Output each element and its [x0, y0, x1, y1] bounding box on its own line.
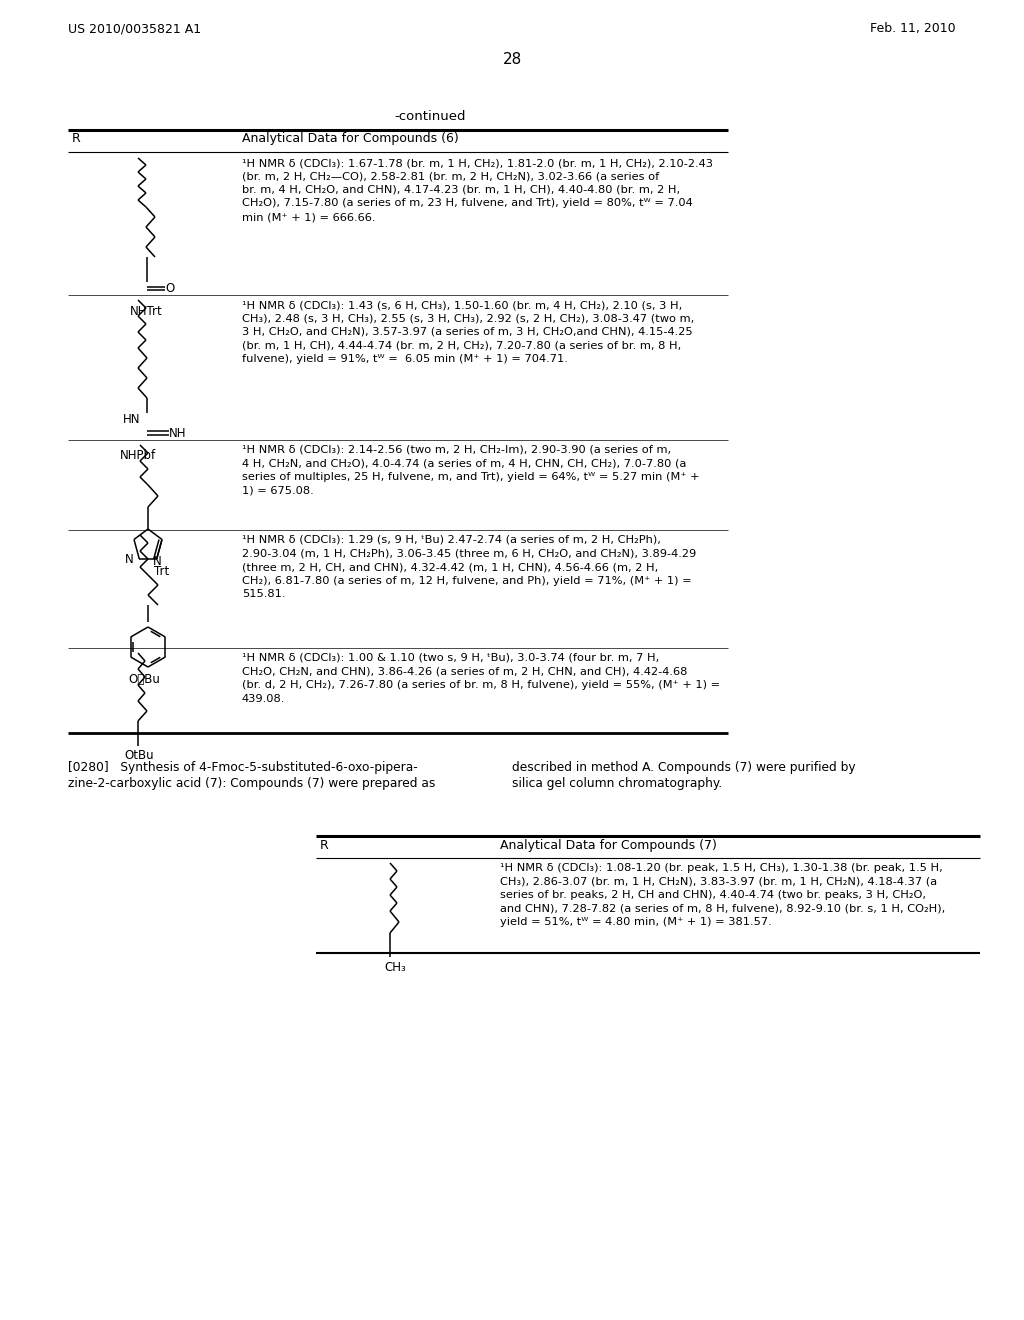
Text: ¹H NMR δ (CDCl₃): 2.14-2.56 (two m, 2 H, CH₂-Im), 2.90-3.90 (a series of m,: ¹H NMR δ (CDCl₃): 2.14-2.56 (two m, 2 H,…	[242, 445, 671, 455]
Text: fulvene), yield = 91%, tᵂ =  6.05 min (M⁺ + 1) = 704.71.: fulvene), yield = 91%, tᵂ = 6.05 min (M⁺…	[242, 354, 568, 364]
Text: min (M⁺ + 1) = 666.66.: min (M⁺ + 1) = 666.66.	[242, 213, 376, 222]
Text: HN: HN	[123, 413, 140, 426]
Text: series of br. peaks, 2 H, CH and CHN), 4.40-4.74 (two br. peaks, 3 H, CH₂O,: series of br. peaks, 2 H, CH and CHN), 4…	[500, 890, 926, 900]
Text: ¹H NMR δ (CDCl₃): 1.00 & 1.10 (two s, 9 H, ᵗBu), 3.0-3.74 (four br. m, 7 H,: ¹H NMR δ (CDCl₃): 1.00 & 1.10 (two s, 9 …	[242, 653, 659, 663]
Text: Trt: Trt	[154, 565, 169, 578]
Text: CH₂O), 7.15-7.80 (a series of m, 23 H, fulvene, and Trt), yield = 80%, tᵂ = 7.04: CH₂O), 7.15-7.80 (a series of m, 23 H, f…	[242, 198, 693, 209]
Text: [0280]   Synthesis of 4-Fmoc-5-substituted-6-oxo-pipera-: [0280] Synthesis of 4-Fmoc-5-substituted…	[68, 762, 418, 774]
Text: CH₃), 2.86-3.07 (br. m, 1 H, CH₂N), 3.83-3.97 (br. m, 1 H, CH₂N), 4.18-4.37 (a: CH₃), 2.86-3.07 (br. m, 1 H, CH₂N), 3.83…	[500, 876, 937, 887]
Text: CH₂), 6.81-7.80 (a series of m, 12 H, fulvene, and Ph), yield = 71%, (M⁺ + 1) =: CH₂), 6.81-7.80 (a series of m, 12 H, fu…	[242, 576, 691, 586]
Text: R: R	[319, 840, 329, 851]
Text: (three m, 2 H, CH, and CHN), 4.32-4.42 (m, 1 H, CHN), 4.56-4.66 (m, 2 H,: (three m, 2 H, CH, and CHN), 4.32-4.42 (…	[242, 562, 658, 572]
Text: CH₃: CH₃	[384, 961, 406, 974]
Text: 2.90-3.04 (m, 1 H, CH₂Ph), 3.06-3.45 (three m, 6 H, CH₂O, and CH₂N), 3.89-4.29: 2.90-3.04 (m, 1 H, CH₂Ph), 3.06-3.45 (th…	[242, 549, 696, 558]
Text: silica gel column chromatography.: silica gel column chromatography.	[512, 777, 722, 789]
Text: CH₂O, CH₂N, and CHN), 3.86-4.26 (a series of m, 2 H, CHN, and CH), 4.42-4.68: CH₂O, CH₂N, and CHN), 3.86-4.26 (a serie…	[242, 667, 687, 676]
Text: O: O	[165, 282, 174, 294]
Text: (br. m, 1 H, CH), 4.44-4.74 (br. m, 2 H, CH₂), 7.20-7.80 (a series of br. m, 8 H: (br. m, 1 H, CH), 4.44-4.74 (br. m, 2 H,…	[242, 341, 681, 351]
Text: 515.81.: 515.81.	[242, 589, 286, 599]
Text: yield = 51%, tᵂ = 4.80 min, (M⁺ + 1) = 381.57.: yield = 51%, tᵂ = 4.80 min, (M⁺ + 1) = 3…	[500, 917, 772, 927]
Text: -continued: -continued	[394, 110, 466, 123]
Text: ¹H NMR δ (CDCl₃): 1.29 (s, 9 H, ᵗBu) 2.47-2.74 (a series of m, 2 H, CH₂Ph),: ¹H NMR δ (CDCl₃): 1.29 (s, 9 H, ᵗBu) 2.4…	[242, 535, 660, 545]
Text: Feb. 11, 2010: Feb. 11, 2010	[870, 22, 956, 36]
Text: 439.08.: 439.08.	[242, 693, 286, 704]
Text: CH₃), 2.48 (s, 3 H, CH₃), 2.55 (s, 3 H, CH₃), 2.92 (s, 2 H, CH₂), 3.08-3.47 (two: CH₃), 2.48 (s, 3 H, CH₃), 2.55 (s, 3 H, …	[242, 314, 694, 323]
Text: 3 H, CH₂O, and CH₂N), 3.57-3.97 (a series of m, 3 H, CH₂O,and CHN), 4.15-4.25: 3 H, CH₂O, and CH₂N), 3.57-3.97 (a serie…	[242, 327, 692, 337]
Text: series of multiples, 25 H, fulvene, m, and Trt), yield = 64%, tᵂ = 5.27 min (M⁺ : series of multiples, 25 H, fulvene, m, a…	[242, 473, 699, 482]
Text: ¹H NMR δ (CDCl₃): 1.08-1.20 (br. peak, 1.5 H, CH₃), 1.30-1.38 (br. peak, 1.5 H,: ¹H NMR δ (CDCl₃): 1.08-1.20 (br. peak, 1…	[500, 863, 943, 873]
Text: Analytical Data for Compounds (7): Analytical Data for Compounds (7)	[500, 840, 717, 851]
Text: OtBu: OtBu	[124, 748, 154, 762]
Text: R: R	[72, 132, 81, 145]
Text: NHTrt: NHTrt	[130, 305, 163, 318]
Text: (br. d, 2 H, CH₂), 7.26-7.80 (a series of br. m, 8 H, fulvene), yield = 55%, (M⁺: (br. d, 2 H, CH₂), 7.26-7.80 (a series o…	[242, 680, 720, 690]
Text: N: N	[153, 554, 162, 568]
Text: N: N	[125, 553, 134, 566]
Text: NH: NH	[169, 426, 186, 440]
Text: NHPbf: NHPbf	[120, 449, 156, 462]
Text: US 2010/0035821 A1: US 2010/0035821 A1	[68, 22, 201, 36]
Text: 28: 28	[503, 51, 521, 67]
Text: (br. m, 2 H, CH₂—CO), 2.58-2.81 (br. m, 2 H, CH₂N), 3.02-3.66 (a series of: (br. m, 2 H, CH₂—CO), 2.58-2.81 (br. m, …	[242, 172, 659, 181]
Text: 4 H, CH₂N, and CH₂O), 4.0-4.74 (a series of m, 4 H, CHN, CH, CH₂), 7.0-7.80 (a: 4 H, CH₂N, and CH₂O), 4.0-4.74 (a series…	[242, 458, 686, 469]
Text: br. m, 4 H, CH₂O, and CHN), 4.17-4.23 (br. m, 1 H, CH), 4.40-4.80 (br. m, 2 H,: br. m, 4 H, CH₂O, and CHN), 4.17-4.23 (b…	[242, 185, 680, 195]
Text: Analytical Data for Compounds (6): Analytical Data for Compounds (6)	[242, 132, 459, 145]
Text: zine-2-carboxylic acid (7): Compounds (7) were prepared as: zine-2-carboxylic acid (7): Compounds (7…	[68, 777, 435, 789]
Text: OᵜBu: OᵜBu	[128, 673, 160, 686]
Text: 1) = 675.08.: 1) = 675.08.	[242, 486, 313, 495]
Text: described in method A. Compounds (7) were purified by: described in method A. Compounds (7) wer…	[512, 762, 856, 774]
Text: ¹H NMR δ (CDCl₃): 1.43 (s, 6 H, CH₃), 1.50-1.60 (br. m, 4 H, CH₂), 2.10 (s, 3 H,: ¹H NMR δ (CDCl₃): 1.43 (s, 6 H, CH₃), 1.…	[242, 300, 682, 310]
Text: ¹H NMR δ (CDCl₃): 1.67-1.78 (br. m, 1 H, CH₂), 1.81-2.0 (br. m, 1 H, CH₂), 2.10-: ¹H NMR δ (CDCl₃): 1.67-1.78 (br. m, 1 H,…	[242, 158, 713, 168]
Text: and CHN), 7.28-7.82 (a series of m, 8 H, fulvene), 8.92-9.10 (br. s, 1 H, CO₂H),: and CHN), 7.28-7.82 (a series of m, 8 H,…	[500, 903, 945, 913]
